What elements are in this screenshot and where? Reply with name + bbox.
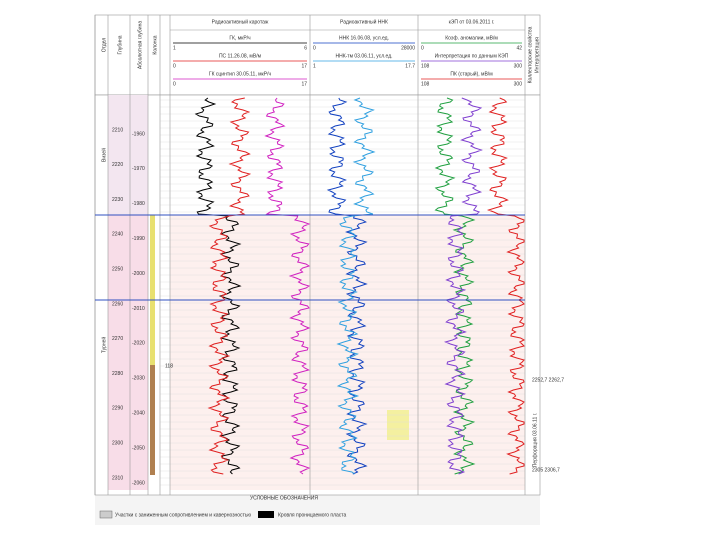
abs-depth-label: -1960 — [132, 131, 145, 137]
header — [94, 14, 541, 96]
note: 2252,7 2262,7 — [532, 377, 564, 383]
depth-label: 2310 — [112, 475, 123, 481]
depth-label: 2210 — [112, 127, 123, 133]
abs-depth-label: -2000 — [132, 271, 145, 277]
note: 2305 2306,7 — [532, 467, 560, 473]
scale-min: 0 — [173, 63, 176, 69]
abs-depth-label: -2060 — [132, 480, 145, 486]
highlight — [387, 410, 409, 440]
track-title: кЭП от 03.06.2011 г. — [449, 19, 495, 25]
scale-max: 28000 — [401, 45, 415, 51]
zone-lower — [108, 215, 148, 490]
curve-name: Интерпретация по данным КЭП — [435, 53, 509, 59]
scale-min: 1 — [173, 45, 176, 51]
track-title: Радиоактивный каротаж — [212, 18, 269, 25]
log-curve — [443, 97, 483, 475]
col-label: Коллекторские свойства — [526, 26, 533, 83]
col-label: Глубина — [117, 35, 123, 54]
curve-name: ГК, мкР/ч — [229, 35, 251, 41]
legend-swatch — [258, 511, 274, 518]
log-curve — [336, 97, 376, 475]
log-curve — [264, 97, 311, 475]
depth-label: 2240 — [112, 232, 123, 238]
col-label: Отдел — [101, 38, 107, 53]
legend-item: Кровля проницаемого пласта — [278, 512, 347, 518]
col-label: Интерпретация — [534, 37, 540, 73]
scale-max: 17.7 — [405, 63, 415, 69]
zone-upper — [108, 95, 148, 215]
curve-name: Коэф. аномалии, мВ/м — [445, 35, 498, 41]
log-curve — [326, 97, 368, 475]
scale-max: 17 — [301, 63, 307, 69]
column-yellow — [150, 215, 155, 365]
depth-label: 2270 — [112, 336, 123, 342]
scale-min: 0 — [173, 81, 176, 87]
abs-depth-label: -2040 — [132, 411, 145, 417]
depth-label: 2300 — [112, 441, 123, 447]
abs-depth-label: -1990 — [132, 236, 145, 242]
scale-min: 1 — [313, 63, 316, 69]
scale-max: 6 — [304, 45, 307, 51]
log-curve — [207, 97, 252, 475]
depth-label: 2260 — [112, 301, 123, 307]
stratum: Турней — [100, 337, 107, 354]
scale-max: 300 — [514, 63, 523, 69]
scale-min: 0 — [313, 45, 316, 51]
curve-name: ПС 11.26.08, мВ/м — [219, 53, 262, 59]
log-curve — [434, 97, 476, 475]
scale-min: 108 — [421, 81, 430, 87]
abs-depth-label: -1980 — [132, 201, 145, 207]
abs-depth-label: -2010 — [132, 306, 145, 312]
track-title: Радиоактивный ННК — [340, 18, 388, 25]
note: Перфорация 03.06.11 г. — [532, 413, 538, 467]
marker: 118 — [165, 363, 173, 369]
col-label: Колонка — [152, 35, 158, 54]
log-curve — [486, 97, 526, 475]
column-brown — [150, 365, 155, 475]
depth-label: 2230 — [112, 197, 123, 203]
col-label: Абсолютная глубина — [137, 21, 143, 69]
log-curve — [194, 97, 242, 475]
curve-name: ПК (старый), мВ/м — [450, 70, 493, 77]
depth-label: 2220 — [112, 162, 123, 168]
abs-depth-label: -2020 — [132, 341, 145, 347]
legend-title: УСЛОВНЫЕ ОБОЗНАЧЕНИЯ — [250, 495, 318, 501]
curve-name: ННК-тм 03.06.11, усл.ед. — [335, 53, 392, 59]
scale-min: 0 — [421, 45, 424, 51]
scale-max: 300 — [514, 81, 523, 87]
depth-label: 2250 — [112, 267, 123, 273]
scale-max: 17 — [301, 81, 307, 87]
scale-min: 108 — [421, 63, 430, 69]
curve-name: ННК 16.06.08, усл.ед. — [339, 35, 389, 41]
stratum: Визей — [100, 148, 107, 162]
abs-depth-label: -1970 — [132, 166, 145, 172]
legend-item: Участки с заниженным сопротивлением и ка… — [115, 512, 251, 518]
legend-swatch — [99, 510, 113, 519]
scale-max: 42 — [516, 45, 522, 51]
curve-name: ГК сцинтил 30.05.11, мкР/ч — [209, 71, 272, 77]
abs-depth-label: -2030 — [132, 376, 145, 382]
abs-depth-label: -2050 — [132, 445, 145, 451]
depth-label: 2280 — [112, 371, 123, 377]
depth-label: 2290 — [112, 406, 123, 412]
